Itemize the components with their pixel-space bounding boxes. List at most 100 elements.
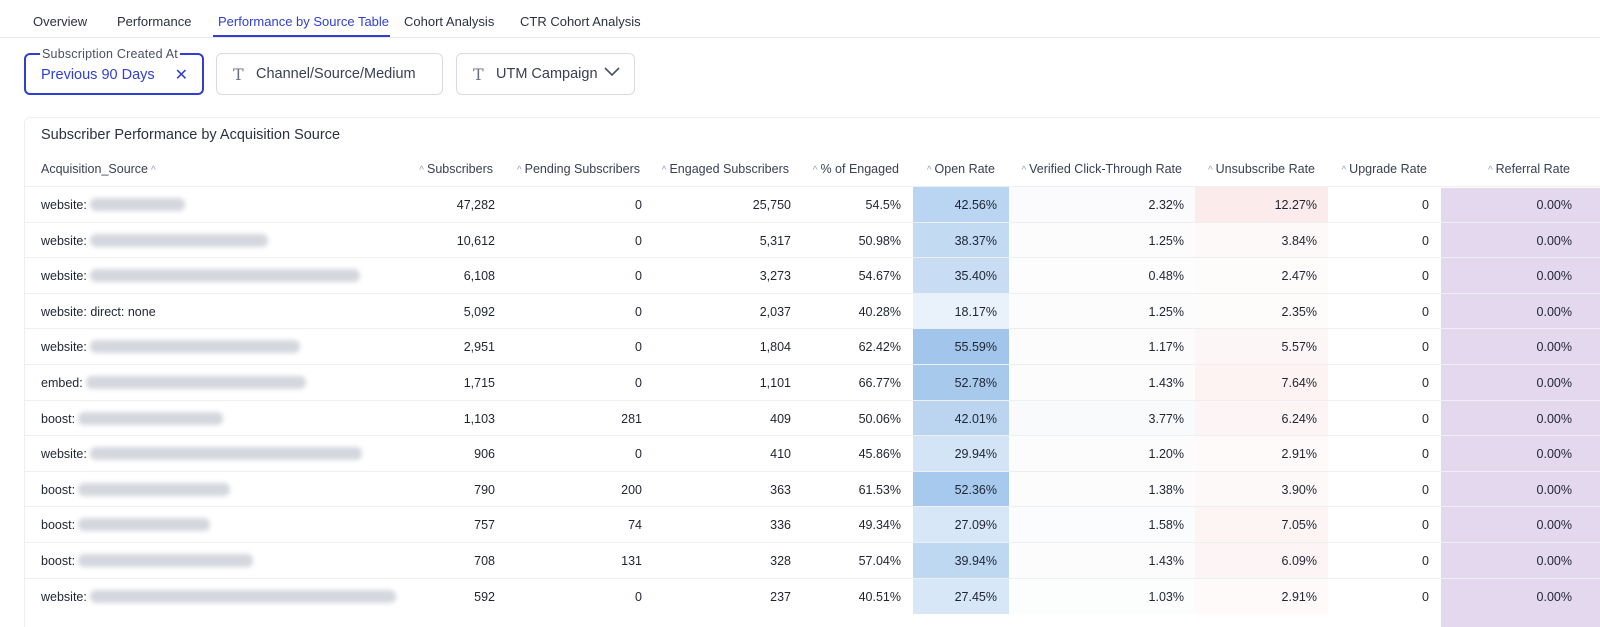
open-rate-cell: 27.09% bbox=[954, 518, 997, 533]
tab-performance[interactable]: Performance bbox=[117, 14, 192, 29]
redacted-source-detail bbox=[89, 589, 396, 603]
table-row[interactable]: website: 47,282 0 25,750 54.5% 42.56% 2.32% 12.… bbox=[25, 186, 1600, 222]
ctr-cell: 1.03% bbox=[1148, 589, 1184, 604]
ctr-heat-cell bbox=[1009, 187, 1195, 222]
ctr-heat-cell bbox=[1009, 471, 1195, 507]
subscription-created-at-filter[interactable]: Subscription Created At Previous 90 Days… bbox=[24, 47, 204, 95]
column-header-referral-rate[interactable]: ^ Referral Rate bbox=[1488, 162, 1570, 176]
table-row[interactable]: boost: 1,103 281 409 50.06% 42.01% 3.77% 6.24% 0… bbox=[25, 399, 1600, 436]
ctr-cell: 0.48% bbox=[1148, 269, 1184, 284]
open-rate-heat-cell bbox=[913, 222, 1009, 258]
unsub-cell: 7.64% bbox=[1281, 376, 1317, 390]
unsub-cell: 3.84% bbox=[1281, 233, 1317, 248]
redacted-source-detail bbox=[89, 447, 362, 461]
pending-cell: 0 bbox=[635, 589, 642, 604]
subscribers-cell: 757 bbox=[474, 518, 495, 533]
table-row[interactable]: boost: 757 74 336 49.34% 27.09% 1.58% 7.05% 0 0.0… bbox=[25, 506, 1600, 543]
upgrade-cell: 0 bbox=[1422, 269, 1429, 284]
open-rate-heat-cell bbox=[913, 436, 1009, 472]
text-type-icon: T bbox=[473, 65, 484, 84]
table-row[interactable]: embed: 1,715 0 1,101 66.77% 52.78% 1.43% 7.64% 0… bbox=[25, 364, 1600, 400]
ctr-heat-cell bbox=[1009, 507, 1195, 543]
ctr-heat-cell bbox=[1009, 543, 1195, 578]
engaged-cell: 410 bbox=[770, 447, 791, 462]
subscribers-cell: 2,951 bbox=[463, 340, 495, 355]
engaged-cell: 409 bbox=[770, 411, 791, 426]
referral-cell: 0.00% bbox=[1536, 482, 1572, 497]
engaged-cell: 328 bbox=[770, 554, 791, 568]
unsub-cell: 2.47% bbox=[1281, 269, 1317, 284]
open-rate-cell: 55.59% bbox=[954, 340, 997, 355]
column-header-pending-subscribers[interactable]: ^ Pending Subscribers bbox=[517, 162, 640, 176]
unsub-cell: 2.91% bbox=[1281, 589, 1317, 604]
column-header-open-rate[interactable]: ^ Open Rate bbox=[927, 162, 995, 176]
close-icon[interactable]: ✕ bbox=[174, 67, 188, 84]
table-row[interactable]: website: 6,108 0 3,273 54.67% 35.40% 0.48% 2.47… bbox=[25, 257, 1600, 294]
filter-value: Previous 90 Days bbox=[41, 67, 155, 83]
table-row[interactable]: website: 10,612 0 5,317 50.98% 38.37% 1.25% 3.8… bbox=[25, 221, 1600, 258]
subscribers-cell: 47,282 bbox=[456, 198, 495, 212]
pct-engaged-cell: 40.28% bbox=[858, 304, 901, 319]
engaged-cell: 1,804 bbox=[759, 340, 791, 355]
redacted-source-detail bbox=[89, 340, 300, 354]
upgrade-cell: 0 bbox=[1422, 589, 1429, 604]
unsub-cell: 6.09% bbox=[1281, 554, 1317, 568]
table-row[interactable]: website: direct: none 5,092 0 2,037 40.28% 18… bbox=[25, 292, 1600, 329]
ctr-heat-cell bbox=[1009, 258, 1195, 294]
open-rate-cell: 35.40% bbox=[954, 269, 997, 284]
upgrade-cell: 0 bbox=[1422, 447, 1429, 462]
redacted-source-detail bbox=[89, 198, 185, 211]
source-label: website: direct: none bbox=[41, 304, 156, 319]
source-label: boost: bbox=[41, 482, 76, 497]
table-row[interactable]: boost: 708 131 328 57.04% 39.94% 1.43% 6.09% 0 0.… bbox=[25, 542, 1600, 578]
table-row[interactable]: boost: 790 200 363 61.53% 52.36% 1.38% 3.90% 0 0.… bbox=[25, 470, 1600, 507]
open-rate-heat-cell bbox=[913, 400, 1009, 436]
referral-cell: 0.00% bbox=[1536, 554, 1572, 568]
header-label: Subscribers bbox=[427, 162, 493, 176]
utm-campaign-filter[interactable]: T UTM Campaign bbox=[456, 53, 635, 95]
tab-ctr-cohort-analysis[interactable]: CTR Cohort Analysis bbox=[520, 14, 641, 29]
pct-engaged-cell: 62.42% bbox=[858, 340, 901, 355]
header-label: Acquisition_Source bbox=[41, 162, 149, 176]
unsubscribe-heat-cell bbox=[1195, 329, 1328, 365]
tab-overview[interactable]: Overview bbox=[33, 14, 88, 29]
table-row[interactable]: website: 906 0 410 45.86% 29.94% 1.20% 2.91% 0 0.… bbox=[25, 435, 1600, 472]
sort-icon: ^ bbox=[151, 165, 156, 176]
ctr-cell: 1.43% bbox=[1148, 376, 1184, 390]
subscribers-cell: 592 bbox=[474, 589, 495, 604]
column-header-acquisition-source[interactable]: Acquisition_Source ^ bbox=[41, 162, 156, 176]
redacted-source-detail bbox=[89, 269, 360, 283]
acquisition-source-cell: website: bbox=[41, 233, 268, 248]
acquisition-source-cell: website: bbox=[41, 447, 362, 461]
column-header-verified-ctr[interactable]: ^ Verified Click-Through Rate bbox=[1021, 162, 1182, 176]
table-title: Subscriber Performance by Acquisition So… bbox=[41, 127, 341, 143]
redacted-source-detail bbox=[85, 376, 306, 389]
table-row[interactable]: website: 2,951 0 1,804 62.42% 55.59% 1.17% 5.57… bbox=[25, 328, 1600, 365]
open-rate-heat-cell bbox=[913, 293, 1009, 329]
column-header-subscribers[interactable]: ^ Subscribers bbox=[419, 162, 493, 176]
column-header-pct-engaged[interactable]: ^% of Engaged bbox=[813, 162, 899, 176]
referral-rate-column-bg bbox=[1441, 188, 1600, 627]
ctr-cell: 1.58% bbox=[1148, 518, 1184, 533]
tab-performance-by-source-table[interactable]: Performance by Source Table bbox=[218, 14, 390, 29]
unsub-cell: 6.24% bbox=[1281, 411, 1317, 426]
pending-cell: 0 bbox=[635, 340, 642, 355]
unsubscribe-heat-cell bbox=[1195, 436, 1328, 472]
open-rate-heat-cell bbox=[913, 187, 1009, 222]
upgrade-cell: 0 bbox=[1422, 482, 1429, 497]
referral-cell: 0.00% bbox=[1536, 233, 1572, 248]
sort-icon: ^ bbox=[661, 165, 667, 176]
filter-placeholder: UTM Campaign bbox=[496, 66, 598, 82]
table-row[interactable]: website: 592 0 237 40.51% 27.45% 1.03% 2.91% 0 0.… bbox=[25, 577, 1600, 614]
engaged-cell: 5,317 bbox=[759, 233, 791, 248]
channel-source-medium-filter[interactable]: T Channel/Source/Medium bbox=[216, 53, 443, 95]
open-rate-cell: 42.56% bbox=[954, 198, 997, 212]
column-header-engaged-subscribers[interactable]: ^ Engaged Subscribers bbox=[662, 162, 789, 176]
header-label: % of Engaged bbox=[820, 162, 899, 176]
column-header-upgrade-rate[interactable]: ^ Upgrade Rate bbox=[1341, 162, 1427, 176]
ctr-heat-cell bbox=[1009, 293, 1195, 329]
ctr-heat-cell bbox=[1009, 436, 1195, 472]
column-header-unsubscribe-rate[interactable]: ^ Unsubscribe Rate bbox=[1208, 162, 1315, 176]
tab-cohort-analysis[interactable]: Cohort Analysis bbox=[404, 14, 495, 29]
ctr-heat-cell bbox=[1009, 400, 1195, 436]
